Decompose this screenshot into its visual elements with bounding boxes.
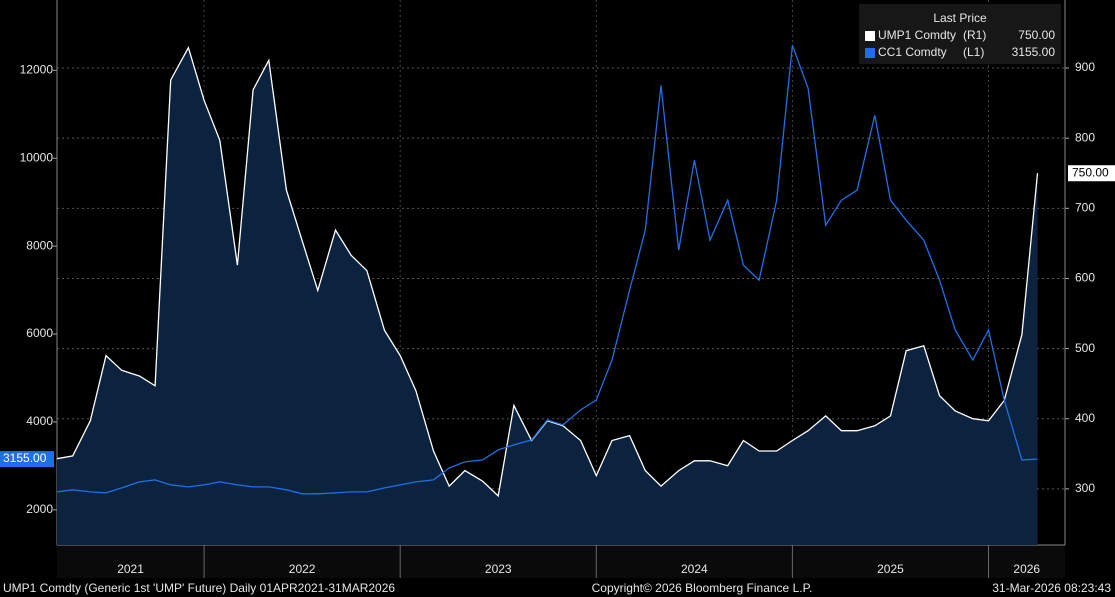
x-tick-label: 2026 [1013,562,1040,576]
line [56,45,1038,495]
y2-tick-label: 900 [1075,60,1095,74]
x-tick-label: 2025 [877,562,904,576]
x-axis-band [57,545,1065,578]
legend-swatch [865,48,875,58]
y-tick-label: 12000 [20,62,54,76]
legend-axis: (L1) [963,45,984,59]
legend-box [859,4,1061,64]
footer-left: UMP1 Comdty (Generic 1st 'UMP' Future) D… [3,581,395,595]
legend-swatch [865,31,875,41]
y2-tick-label: 400 [1075,411,1095,425]
last-value-tag [0,451,54,468]
y-tick-label: 8000 [26,238,53,252]
legend-label: CC1 Comdty [878,45,947,59]
area [57,47,1038,545]
y2-tick-label: 700 [1075,200,1095,214]
x-tick-label: 2024 [681,562,708,576]
last-value-tag [1068,165,1115,182]
x-tick-label: 2022 [289,562,316,576]
y-tick-label: 10000 [20,150,54,164]
y-tick-label: 4000 [26,414,53,428]
legend-value: 750.00 [1018,28,1055,42]
legend-label: UMP1 Comdty [878,28,956,42]
y-tick-label: 6000 [26,326,53,340]
x-tick-label: 2021 [117,562,144,576]
last-value-label: 3155.00 [3,451,47,465]
footer-center: Copyright© 2026 Bloomberg Finance L.P. [592,581,813,595]
x-tick-label: 2023 [485,562,512,576]
last-value-label: 750.00 [1072,165,1109,179]
legend-axis: (R1) [963,28,986,42]
footer-right: 31-Mar-2026 08:23:43 [992,581,1111,595]
y-tick-label: 2000 [26,502,53,516]
y2-tick-label: 800 [1075,130,1095,144]
legend-title: Last Price [933,11,987,25]
y2-tick-label: 300 [1075,481,1095,495]
y2-tick-label: 500 [1075,341,1095,355]
legend-value: 3155.00 [1012,45,1056,59]
y2-tick-label: 600 [1075,271,1095,285]
